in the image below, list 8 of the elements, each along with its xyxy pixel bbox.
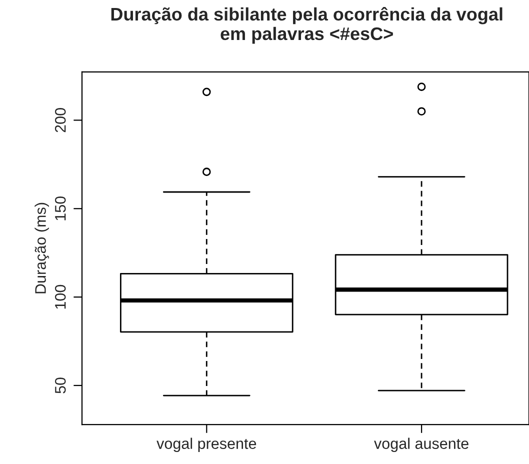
y-tick-label: 50 [54,378,66,394]
y-tick-label: 200 [54,108,66,132]
y-axis-title: Duração (ms) [34,202,50,294]
chart-title: Duração da sibilante pela ocorrência da vogal em palavras <#esC> [111,6,502,44]
y-tick-label: 100 [54,284,66,309]
x-tick-label: vogal presente [156,438,256,452]
x-tick-label: vogal ausente [374,438,468,452]
y-tick-label: 150 [54,196,66,220]
